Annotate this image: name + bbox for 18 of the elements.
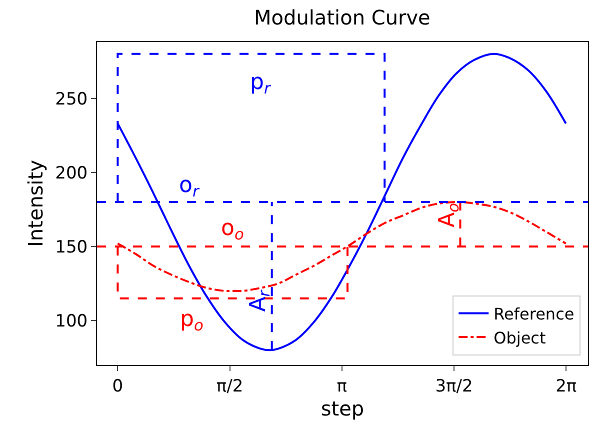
y-tick-label: 100	[55, 312, 88, 332]
annotation: p$_{r}$	[250, 70, 272, 98]
x-tick-label: π/2	[216, 376, 244, 396]
legend-label: Object	[494, 328, 546, 348]
annotation: p$_{o}$	[180, 307, 204, 335]
annotation: o$_{r}$	[179, 173, 200, 201]
chart-title: Modulation Curve	[254, 6, 430, 30]
legend-label: Reference	[494, 304, 574, 324]
x-tick-label: π	[336, 376, 348, 396]
x-tick-label: 2π	[556, 376, 577, 396]
annotation: o$_{o}$	[221, 216, 244, 244]
y-tick-label: 250	[55, 89, 88, 110]
y-tick-label: 200	[55, 163, 88, 184]
y-axis-title: Intensity	[24, 160, 48, 248]
x-tick-label: 0	[112, 376, 124, 396]
x-axis-title: step	[320, 396, 364, 420]
x-tick-label: 3π/2	[435, 376, 473, 396]
y-tick-label: 150	[55, 237, 88, 258]
